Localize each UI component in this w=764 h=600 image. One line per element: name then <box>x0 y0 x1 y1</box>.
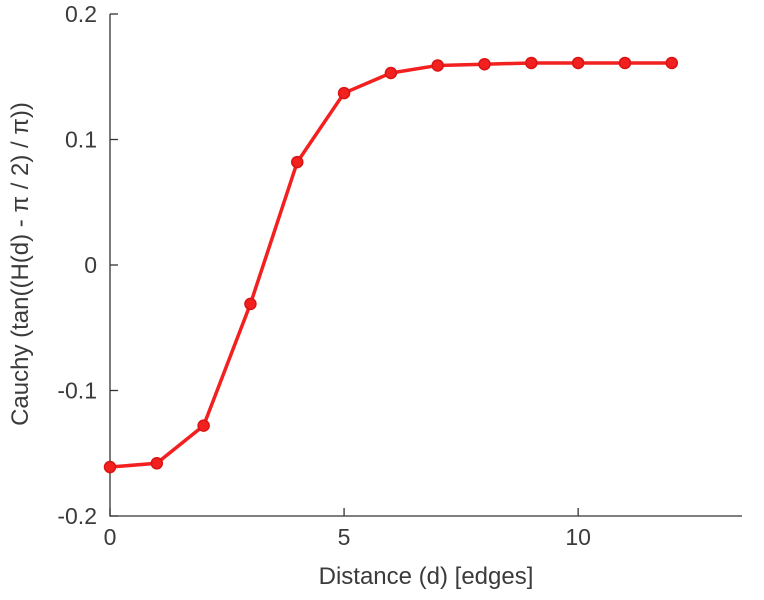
y-tick-label: 0 <box>84 252 97 278</box>
data-point-marker <box>618 56 632 70</box>
data-line <box>108 61 674 469</box>
x-tick-label: 0 <box>104 524 117 550</box>
y-axis-label: Cauchy (tan((H(d) - π / 2) / π)) <box>7 102 34 426</box>
y-tick-label: 0.2 <box>65 1 97 27</box>
axis-lines <box>109 14 742 517</box>
data-point-marker <box>291 155 304 169</box>
data-point-marker <box>431 59 444 72</box>
line-series <box>103 56 679 474</box>
data-point-marker <box>244 297 257 311</box>
data-point-marker <box>150 457 164 470</box>
axes-layer: 0 5 10 -0.2 -0.1 0 0.1 0.2 <box>57 1 742 550</box>
x-tick-label: 5 <box>338 524 351 550</box>
data-point-marker <box>103 460 117 474</box>
data-point-marker <box>478 57 491 71</box>
data-point-marker <box>525 56 538 70</box>
y-tick-label: -0.1 <box>57 378 97 404</box>
x-axis-label: Distance (d) [edges] <box>319 563 534 590</box>
x-tick-label: 10 <box>565 524 591 550</box>
y-tick-label: 0.1 <box>65 127 97 153</box>
data-point-marker <box>665 56 679 70</box>
y-tick-label: -0.2 <box>57 503 97 529</box>
data-point-marker <box>571 56 585 70</box>
data-point-marker <box>197 419 210 432</box>
data-point-marker <box>337 86 351 100</box>
data-point-marker <box>384 66 398 80</box>
